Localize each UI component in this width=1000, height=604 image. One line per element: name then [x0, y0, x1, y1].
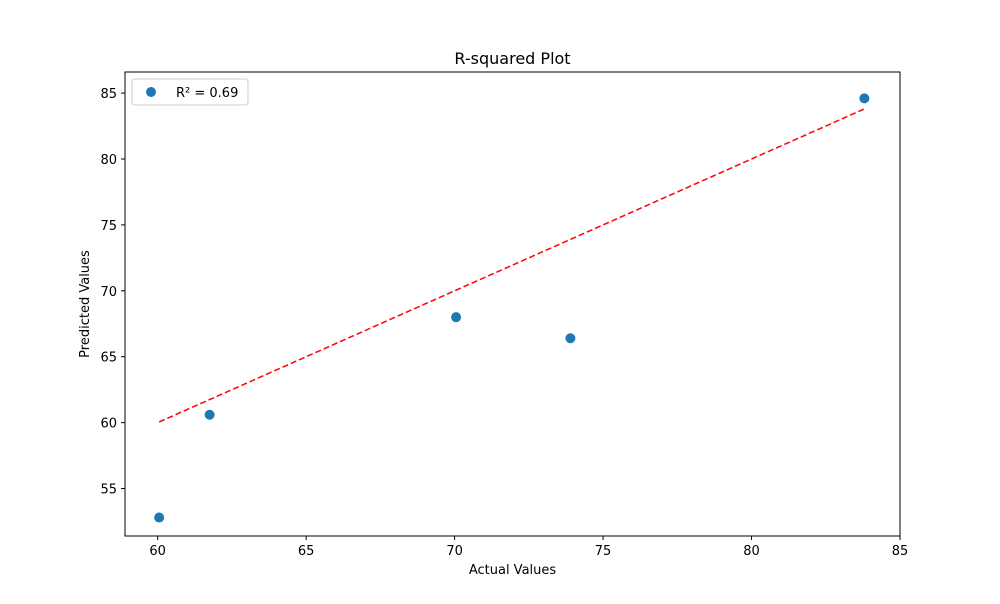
- y-tick-label: 70: [100, 285, 117, 300]
- reference-line-layer: [158, 108, 865, 423]
- x-axis-ticks: 60 65 70 75 80 85: [149, 536, 908, 559]
- x-tick-label: 75: [595, 544, 612, 559]
- y-tick-label: 75: [100, 219, 117, 234]
- reference-line: [158, 108, 865, 423]
- y-tick-label: 80: [100, 153, 117, 168]
- scatter-point: [204, 409, 215, 420]
- plot-background: [125, 72, 900, 536]
- chart-title: R-squared Plot: [454, 49, 570, 68]
- x-tick-label: 70: [446, 544, 463, 559]
- legend: R² = 0.69: [131, 78, 249, 106]
- legend-marker: [146, 87, 156, 97]
- scatter-point: [451, 312, 462, 323]
- legend-box: [131, 78, 249, 106]
- legend-label: R² = 0.69: [176, 86, 238, 101]
- plot-area: [124, 71, 901, 537]
- points-layer: [154, 93, 870, 523]
- y-tick-label: 85: [100, 87, 117, 102]
- x-tick-label: 80: [743, 544, 760, 559]
- y-axis-title: Predicted Values: [78, 250, 93, 358]
- scatter-point: [154, 512, 165, 523]
- y-axis-ticks: 55 60 65 70 75 80 85: [100, 87, 125, 498]
- x-tick-label: 65: [298, 544, 315, 559]
- scatter-point: [859, 93, 870, 104]
- y-tick-label: 65: [100, 351, 117, 366]
- scatter-point: [565, 333, 576, 344]
- y-tick-label: 60: [100, 417, 117, 432]
- x-axis-title: Actual Values: [469, 563, 557, 578]
- x-tick-label: 85: [892, 544, 909, 559]
- y-tick-label: 55: [100, 483, 117, 498]
- x-tick-label: 60: [149, 544, 166, 559]
- plot-frame: [124, 71, 901, 537]
